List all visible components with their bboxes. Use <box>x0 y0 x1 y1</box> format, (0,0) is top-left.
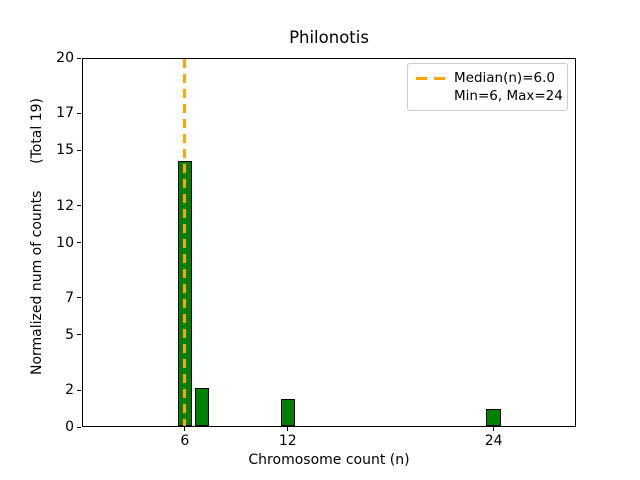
legend-label-median: Median(n)=6.0 <box>454 69 555 86</box>
y-tick-mark <box>77 334 81 336</box>
x-tick-label: 6 <box>180 433 190 449</box>
y-tick-mark <box>77 112 81 114</box>
y-tick-mark <box>77 426 81 428</box>
chart-title: Philonotis <box>289 28 369 47</box>
x-axis-label: Chromosome count (n) <box>248 452 410 468</box>
legend-empty-handle-spacer <box>416 95 446 98</box>
y-tick-mark <box>77 242 81 243</box>
y-tick-label: 17 <box>56 105 74 122</box>
y-tick-label: 7 <box>65 289 74 306</box>
x-tick-label: 12 <box>278 433 297 449</box>
y-tick-mark <box>77 57 81 59</box>
y-tick-mark <box>77 205 81 207</box>
plot-area <box>82 58 576 427</box>
y-tick-mark <box>77 297 81 299</box>
y-tick-label: 0 <box>65 419 74 435</box>
y-tick-mark <box>77 149 81 151</box>
median-dashed-line-legend-sample <box>416 76 446 80</box>
legend-row-minmax: Min=6, Max=24 <box>416 87 563 105</box>
legend-row-median: Median(n)=6.0 <box>416 69 559 87</box>
histogram-bar <box>194 388 210 426</box>
x-tick-label: 24 <box>484 433 503 449</box>
legend-label-minmax: Min=6, Max=24 <box>454 87 563 104</box>
y-tick-label: 12 <box>56 197 74 214</box>
x-tick-mark <box>493 427 495 431</box>
x-tick-mark <box>184 427 186 431</box>
legend: Median(n)=6.0 Min=6, Max=24 <box>407 63 568 111</box>
histogram-bar <box>280 399 296 426</box>
y-tick-label: 15 <box>56 142 74 159</box>
histogram-bar <box>486 408 501 426</box>
y-tick-label: 20 <box>56 50 74 66</box>
x-tick-mark <box>287 427 289 431</box>
y-tick-mark <box>77 389 81 391</box>
y-tick-label: 2 <box>65 382 74 399</box>
median-dashed-line <box>183 59 187 426</box>
y-tick-label: 10 <box>56 234 74 251</box>
y-tick-label: 5 <box>65 326 74 343</box>
